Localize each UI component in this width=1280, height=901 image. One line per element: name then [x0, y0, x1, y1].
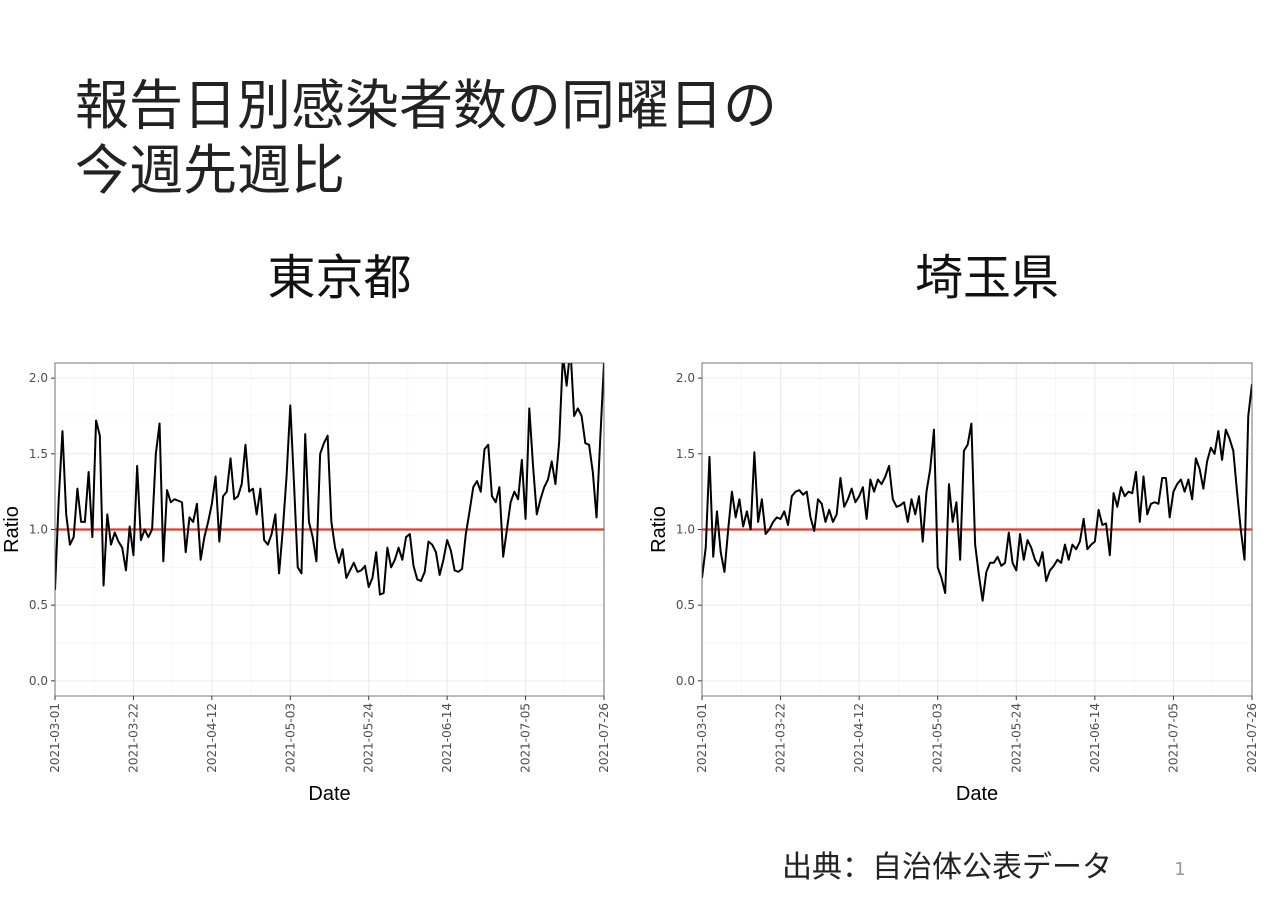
panel-border	[54, 362, 605, 697]
x-tick-label: 2021-04-12	[205, 703, 219, 773]
x-tick-label: 2021-03-22	[126, 703, 140, 773]
x-tick-label: 2021-04-12	[852, 703, 866, 773]
chart: 東京都 0.0 0.5 1.0 1.5 2.0 2021-03-01 2021-03-22 20…	[1, 250, 611, 805]
y-tick-label: 2.0	[676, 371, 695, 385]
x-tick-label: 2021-03-22	[774, 703, 788, 773]
slide-title: 報告日別感染者数の同曜日の	[75, 74, 777, 137]
chart-title: 東京都	[267, 250, 411, 306]
x-axis-title: Date	[308, 783, 350, 805]
source-note: 出典：自治体公表データ	[782, 850, 1112, 885]
x-tick-label: 2021-05-03	[931, 703, 945, 773]
y-tick-label: 0.5	[29, 598, 48, 612]
x-tick-label: 2021-06-14	[440, 703, 454, 773]
y-tick-label: 0.5	[676, 598, 695, 612]
x-tick-label: 2021-03-01	[695, 703, 709, 773]
chart-title: 埼玉県	[915, 250, 1059, 306]
y-axis-title: Ratio	[648, 506, 670, 553]
x-tick-label: 2021-07-26	[597, 703, 611, 773]
y-tick-label: 2.0	[29, 371, 48, 385]
panel-border	[701, 362, 1253, 697]
page-number: 1	[1174, 859, 1185, 880]
x-tick-label: 2021-07-05	[1166, 703, 1180, 773]
slide-title: 今週先週比	[75, 139, 345, 202]
y-tick-label: 0.0	[29, 674, 48, 688]
x-tick-label: 2021-05-24	[362, 703, 376, 773]
y-axis-title: Ratio	[1, 506, 23, 553]
chart: 埼玉県 0.0 0.5 1.0 1.5 2.0 2021-03-01 2021-03-22 20…	[648, 250, 1259, 805]
x-tick-label: 2021-07-26	[1245, 703, 1259, 773]
x-tick-label: 2021-03-01	[48, 703, 62, 773]
y-tick-label: 1.0	[29, 523, 48, 537]
y-tick-label: 1.0	[676, 523, 695, 537]
x-axis-title: Date	[956, 783, 998, 805]
x-tick-label: 2021-05-03	[283, 703, 297, 773]
y-tick-label: 1.5	[676, 447, 695, 461]
x-tick-label: 2021-06-14	[1088, 703, 1102, 773]
x-tick-label: 2021-05-24	[1009, 703, 1023, 773]
y-tick-label: 0.0	[676, 674, 695, 688]
data-line	[55, 363, 604, 596]
data-line	[702, 384, 1252, 602]
x-tick-label: 2021-07-05	[519, 703, 533, 773]
y-tick-label: 1.5	[29, 447, 48, 461]
